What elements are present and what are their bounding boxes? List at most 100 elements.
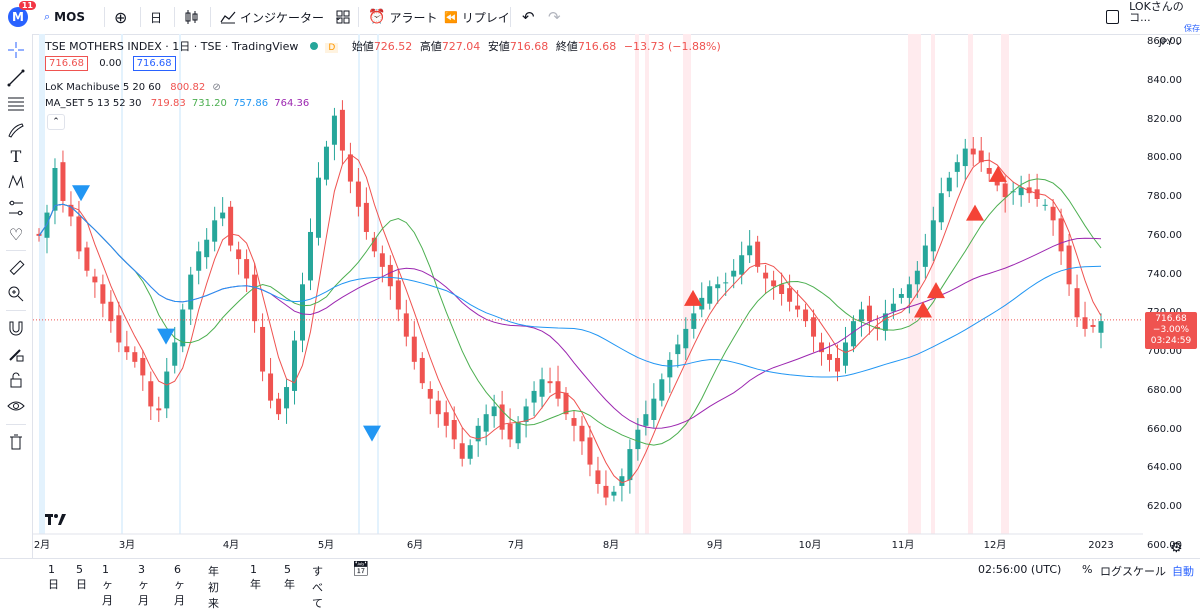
collapse-legend-button[interactable]: ⌃ xyxy=(47,114,65,130)
lock-drawing-tool[interactable] xyxy=(4,342,28,366)
candle-body xyxy=(36,233,42,236)
auto-scale-toggle[interactable]: 自動 xyxy=(1172,565,1194,578)
magnet-tool[interactable] xyxy=(4,316,28,340)
currency-label[interactable]: JPY ⌄ xyxy=(1159,38,1182,48)
brush-tool[interactable] xyxy=(4,118,28,142)
remove-drawings-tool[interactable] xyxy=(4,430,28,454)
undo-button[interactable]: ↶ xyxy=(522,6,535,28)
zoom-tool[interactable] xyxy=(4,282,28,306)
candle-body xyxy=(906,284,912,298)
log-scale-toggle[interactable]: ログスケール xyxy=(1100,565,1166,578)
candle-body xyxy=(331,115,337,145)
candle-body xyxy=(819,342,825,353)
crosshair-tool[interactable] xyxy=(4,38,28,62)
indicators-button[interactable]: インジケーター ⌄ xyxy=(220,6,342,28)
candle-body xyxy=(755,241,761,267)
lock-all-tool[interactable] xyxy=(4,368,28,392)
text-icon: T xyxy=(10,146,22,166)
prediction-tool[interactable] xyxy=(4,196,28,220)
chart-type-button[interactable] xyxy=(184,6,200,28)
range-button[interactable]: 年初来 xyxy=(208,565,219,610)
goto-date-button[interactable]: 📅︎ xyxy=(352,561,370,577)
ma5-line xyxy=(38,153,1102,484)
fib-tool[interactable] xyxy=(4,92,28,116)
candle-body xyxy=(1098,321,1104,333)
time-axis-label: 2月 xyxy=(34,539,50,551)
favorites-tool[interactable]: ♡ xyxy=(4,222,28,246)
indicator-2-legend[interactable]: MA_SET 5 13 52 30 719.83 731.20 757.86 7… xyxy=(45,98,309,109)
layout-save-button[interactable]: LOKさんのコ... 保存 xyxy=(1106,1,1200,33)
price-tick: 700.00 xyxy=(1147,346,1182,358)
candle-body xyxy=(787,288,793,302)
range-button[interactable]: 1年 xyxy=(250,563,261,591)
candle-body xyxy=(739,255,745,275)
indicator-1-legend[interactable]: LoK Machibuse 5 20 60 800.82 ⊘ xyxy=(45,82,221,93)
alert-button[interactable]: ⏰ アラート xyxy=(368,6,437,28)
candle-body xyxy=(124,346,130,353)
range-button[interactable]: すべて xyxy=(312,565,323,610)
candle-body xyxy=(284,387,290,409)
signal-band xyxy=(635,34,639,534)
utc-time[interactable]: 02:56:00 (UTC) xyxy=(978,563,1062,576)
buy-price-box[interactable]: 716.68 xyxy=(132,56,176,71)
drawing-toolbar: T ♡ xyxy=(0,34,33,558)
candle-body xyxy=(108,301,114,322)
user-avatar[interactable]: M 11 xyxy=(8,1,36,28)
time-axis-label: 3月 xyxy=(119,539,135,551)
symbol-search-button[interactable]: ⌕ MOS xyxy=(44,6,85,28)
layout-name: LOKさんのコ... xyxy=(1129,0,1184,24)
price-tick: 760.00 xyxy=(1147,229,1182,241)
range-button[interactable]: 1日 xyxy=(48,563,59,591)
visibility-tool[interactable] xyxy=(4,394,28,418)
trend-line-tool[interactable] xyxy=(4,66,28,90)
signal-band xyxy=(908,34,921,534)
range-button[interactable]: 6ヶ月 xyxy=(174,563,185,607)
candle-body xyxy=(395,280,401,310)
candle-body xyxy=(834,357,840,372)
buy-signal-marker xyxy=(914,301,932,318)
range-button[interactable]: 1ヶ月 xyxy=(102,563,113,607)
candle-body xyxy=(555,381,561,399)
candle-body xyxy=(731,270,737,277)
interval-label: 日 xyxy=(150,10,163,25)
price-chart[interactable]: 2月 3月 4月 5月 6月 7月 8月 9月 10月 11月 12月 2023 xyxy=(33,34,1143,558)
candle-body xyxy=(587,437,593,465)
sell-price-box[interactable]: 716.68 xyxy=(45,56,88,71)
interval-button[interactable]: 日 xyxy=(150,6,162,28)
sell-signal-marker xyxy=(72,185,90,202)
replay-button[interactable]: ⏪ リプレイ xyxy=(444,6,510,28)
range-button[interactable]: 5日 xyxy=(76,563,87,591)
candle-body xyxy=(699,297,705,310)
spread-value: 0.00 xyxy=(99,58,122,69)
candle-body xyxy=(156,408,162,411)
price-tick: 620.00 xyxy=(1147,501,1182,513)
candle-body xyxy=(914,270,920,285)
candle-body xyxy=(132,352,138,362)
settings-button[interactable]: ⚙ xyxy=(1170,540,1183,556)
range-button[interactable]: 5年 xyxy=(284,563,295,591)
chart-pane[interactable]: 2月 3月 4月 5月 6月 7月 8月 9月 10月 11月 12月 2023 TSE MOTHER… xyxy=(33,34,1143,558)
save-label: 保存 xyxy=(1184,23,1200,33)
hidden-icon[interactable]: ⊘ xyxy=(212,82,221,93)
ruler-icon xyxy=(9,260,25,276)
compare-symbol-button[interactable]: ⊕ xyxy=(114,6,127,28)
redo-button[interactable]: ↷ xyxy=(548,6,561,28)
candle-body xyxy=(84,247,90,271)
tradingview-logo[interactable] xyxy=(45,512,67,530)
undo-icon: ↶ xyxy=(522,8,535,26)
candle-body xyxy=(363,202,369,232)
candle-body xyxy=(148,381,154,407)
pattern-tool[interactable] xyxy=(4,170,28,194)
candle-body xyxy=(180,309,186,347)
range-button[interactable]: 3ヶ月 xyxy=(138,563,149,607)
templates-button[interactable] xyxy=(336,6,350,28)
chevron-down-icon: ⌄ xyxy=(334,11,343,23)
redo-icon: ↷ xyxy=(548,8,561,26)
candle-body xyxy=(419,357,425,384)
price-axis[interactable]: JPY ⌄ 860.00 840.00 820.00 800.00 780.00 760.0… xyxy=(1143,34,1200,558)
candle-body xyxy=(1010,191,1016,193)
percent-toggle[interactable]: % xyxy=(1082,563,1093,576)
candle-body xyxy=(842,342,848,366)
measure-tool[interactable] xyxy=(4,256,28,280)
text-tool[interactable]: T xyxy=(4,144,28,168)
